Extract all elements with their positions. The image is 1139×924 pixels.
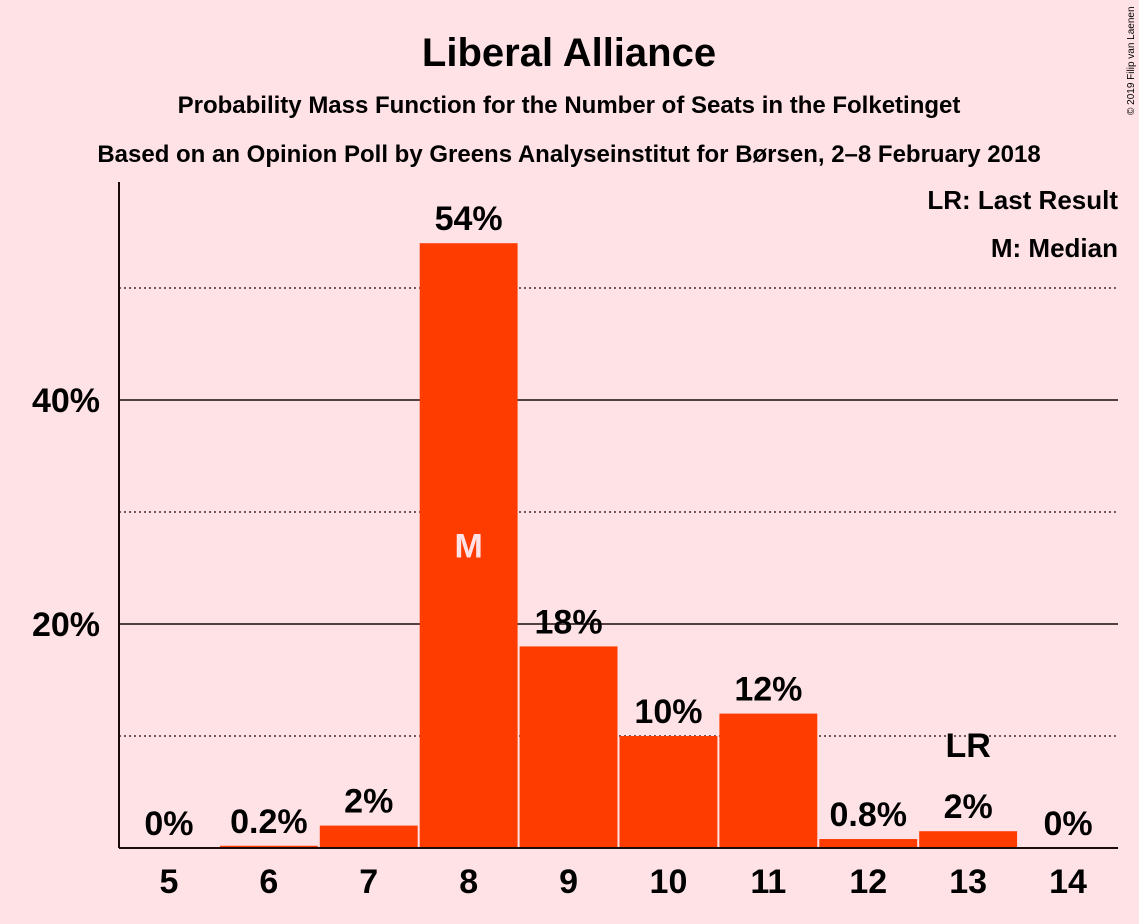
chart-subtitle: Probability Mass Function for the Number… [178, 92, 961, 119]
gridlines [119, 287, 1118, 737]
data-label-11: 12% [734, 671, 802, 709]
data-label-8: 54% [435, 200, 503, 238]
chart-title: Liberal Alliance [422, 31, 716, 75]
y-tick-label: 40% [32, 382, 100, 420]
x-tick-label: 13 [949, 863, 987, 901]
last-result-marker: LR [945, 727, 990, 765]
data-label-10: 10% [634, 693, 702, 731]
data-label-9: 18% [535, 603, 603, 641]
chart-subtitle-source: Based on an Opinion Poll by Greens Analy… [97, 141, 1040, 168]
data-label-7: 2% [344, 783, 393, 821]
x-tick-label: 12 [849, 863, 887, 901]
x-axis-ticks: 5 6 7 8 9 10 11 12 13 14 [159, 863, 1087, 901]
bar-11 [719, 713, 818, 848]
bar-9 [519, 646, 618, 848]
x-tick-label: 5 [159, 863, 178, 901]
median-marker: M [454, 528, 482, 566]
x-tick-label: 14 [1049, 863, 1087, 901]
data-label-14: 0% [1043, 805, 1092, 843]
bar-13 [919, 831, 1018, 848]
copyright-notice: © 2019 Filip van Laenen [1126, 6, 1137, 115]
x-tick-label: 7 [359, 863, 378, 901]
bar-12 [819, 839, 918, 848]
y-tick-label: 20% [32, 606, 100, 644]
x-tick-label: 8 [459, 863, 478, 901]
legend-median: M: Median [991, 233, 1118, 263]
x-tick-label: 10 [650, 863, 688, 901]
bars [219, 243, 1018, 848]
data-label-5: 0% [144, 805, 193, 843]
bar-7 [319, 825, 418, 848]
x-tick-label: 6 [259, 863, 278, 901]
legend-last-result: LR: Last Result [927, 185, 1118, 215]
y-axis-ticks: 20% 40% [32, 382, 100, 644]
x-tick-label: 11 [750, 863, 786, 901]
bar-10 [619, 736, 718, 848]
x-tick-label: 9 [559, 863, 578, 901]
data-label-6: 0.2% [230, 803, 308, 841]
bar-6 [219, 845, 318, 848]
bar-8 [419, 243, 518, 848]
data-label-12: 0.8% [830, 796, 908, 834]
data-label-13: 2% [944, 788, 993, 826]
data-labels: 0% 0.2% 2% 54% M 18% 10% 12% 0.8% 2% LR 0% [144, 200, 1092, 843]
